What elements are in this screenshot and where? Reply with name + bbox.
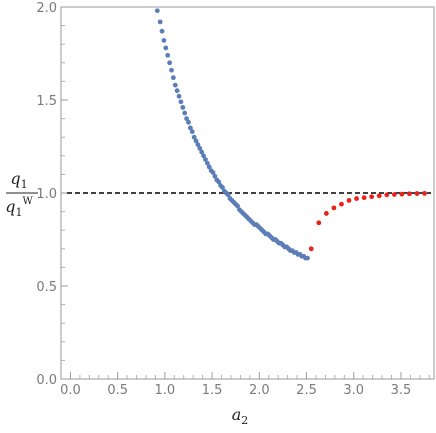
series-2-point	[414, 191, 420, 196]
series-1-point	[197, 145, 203, 151]
series-2-point	[323, 211, 329, 216]
series-1-point	[176, 93, 182, 99]
y-tick-label: 2.0	[36, 1, 57, 16]
x-tick-label: 1.5	[202, 383, 223, 398]
series-1-point	[182, 110, 188, 116]
series-1-point	[174, 88, 180, 94]
series-2-point	[422, 190, 427, 196]
series-1-point	[206, 164, 212, 170]
x-tick-label: 0.5	[107, 383, 128, 398]
series-1-point	[199, 149, 205, 155]
series-1-point	[191, 134, 197, 140]
series-1-point	[186, 119, 191, 125]
series-1-point	[189, 129, 195, 135]
series-1-point	[193, 138, 199, 144]
series-1-point	[169, 67, 174, 73]
series-1-point	[212, 173, 218, 179]
x-tick-label: 2.0	[249, 383, 270, 398]
series-1-point	[220, 185, 225, 190]
series-1-point	[204, 160, 210, 166]
x-tick-label: 3.0	[343, 383, 364, 398]
series-2-point	[369, 194, 375, 200]
x-tick-label: 1.0	[155, 383, 176, 398]
series-2-point	[354, 196, 359, 201]
series-2-point	[384, 192, 390, 198]
series-1-point	[161, 38, 167, 43]
x-axis-label: a2	[232, 405, 249, 427]
series-1-point	[305, 255, 310, 261]
series-1-point	[178, 99, 184, 105]
series-1-point	[201, 153, 206, 159]
series-1-point	[170, 75, 176, 81]
series-1-point	[180, 105, 186, 110]
series-1-point	[210, 170, 216, 175]
series-2-point	[407, 191, 412, 197]
series-1-point	[225, 192, 231, 198]
series-2-point	[316, 220, 322, 226]
series-2-point	[361, 195, 367, 201]
series-1-point	[165, 52, 171, 58]
series-2-point	[346, 198, 352, 203]
series-2-point	[308, 246, 314, 252]
series-2-point	[399, 191, 405, 197]
y-axis-label: q1 q1W	[5, 169, 38, 219]
svg-text:q1W: q1W	[5, 196, 33, 219]
svg-text:q1: q1	[10, 169, 27, 191]
series-1-point	[216, 179, 222, 185]
x-tick-label: 3.5	[391, 383, 412, 398]
series-1-point	[154, 8, 160, 14]
x-tick-label: 2.5	[296, 383, 317, 398]
ticks	[61, 6, 430, 380]
series-1-point	[172, 82, 178, 88]
series-1-point	[159, 28, 165, 34]
series-1-point	[184, 116, 189, 121]
series-1-point	[157, 19, 163, 25]
tick-labels: 0.0 0.5 1.0 1.5 2.0 2.5 3.0 3.5 0.0 0.5 1.0 1.5 2.0	[36, 1, 411, 398]
series-1-point	[203, 157, 208, 162]
y-tick-label: 0.5	[36, 280, 57, 295]
data-points	[154, 8, 427, 261]
series-2-point	[331, 205, 337, 211]
y-tick-label: 0.0	[36, 373, 57, 388]
series-2-point	[376, 193, 382, 199]
series-2-point	[339, 201, 344, 207]
series-1-point	[195, 142, 201, 148]
x-tick-label: 0.0	[60, 383, 81, 398]
y-tick-label: 1.5	[36, 94, 57, 109]
series-2-point	[391, 192, 397, 197]
series-1-point	[163, 45, 169, 51]
series-1-point	[235, 203, 240, 209]
series-1-point	[167, 60, 172, 66]
y-tick-label: 1.0	[36, 187, 57, 202]
series-1-point	[187, 125, 193, 131]
